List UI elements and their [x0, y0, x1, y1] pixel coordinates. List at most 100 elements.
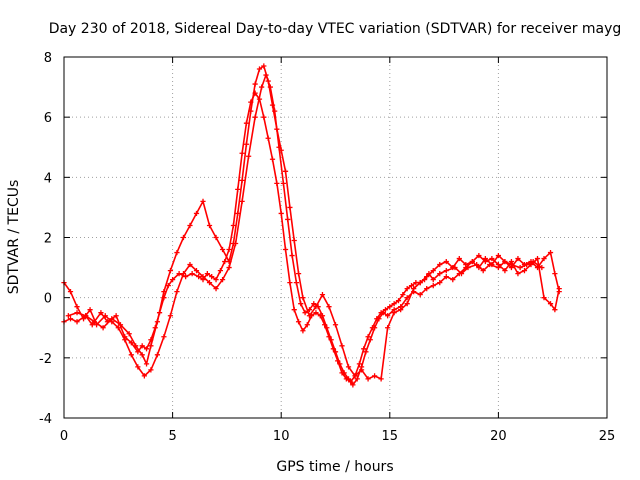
data-point [100, 325, 106, 331]
chart-title: Day 230 of 2018, Sidereal Day-to-day VTE… [49, 21, 622, 37]
data-series [61, 63, 562, 388]
data-point [102, 313, 108, 319]
data-point [128, 352, 134, 358]
x-tick-label: 5 [168, 429, 176, 444]
data-point [350, 382, 356, 388]
data-point [547, 249, 554, 256]
data-point [319, 292, 326, 298]
data-point [265, 78, 271, 84]
data-point [256, 66, 263, 72]
data-point [219, 246, 226, 253]
data-point [517, 264, 523, 271]
data-point [213, 286, 219, 292]
data-point [424, 274, 430, 280]
data-point [437, 271, 443, 277]
data-point [141, 373, 147, 379]
data-point [183, 274, 189, 280]
y-axis-label: SDTVAR / TECUs [6, 180, 22, 295]
data-point [67, 289, 74, 295]
data-point [345, 364, 352, 370]
data-point [206, 222, 213, 229]
data-point [128, 340, 134, 346]
data-point [552, 271, 558, 277]
data-point [376, 316, 382, 322]
data-point [209, 274, 215, 280]
data-point [80, 316, 87, 322]
data-point [489, 261, 495, 268]
data-point [521, 267, 528, 274]
data-point [430, 277, 436, 283]
data-point [117, 322, 124, 328]
data-point [295, 271, 302, 277]
data-point [265, 135, 271, 141]
data-point [324, 325, 330, 331]
data-point [291, 237, 297, 244]
data-point [213, 277, 219, 283]
data-point [243, 141, 250, 147]
series-trace-3 [65, 63, 562, 382]
data-point [204, 271, 210, 277]
data-point [339, 343, 345, 349]
data-point [337, 361, 343, 367]
y-tick-label: 2 [44, 232, 52, 247]
data-point [161, 289, 167, 295]
data-point [380, 310, 386, 316]
data-point [230, 240, 237, 247]
x-tick-label: 0 [60, 429, 68, 444]
data-point [311, 301, 317, 307]
data-point [378, 376, 384, 382]
data-point [437, 280, 443, 286]
data-point [143, 361, 150, 367]
data-point [126, 331, 132, 337]
data-point [269, 156, 276, 162]
data-point [319, 313, 326, 319]
data-point [239, 150, 245, 156]
data-point [469, 258, 475, 265]
data-point [154, 319, 160, 325]
data-point [65, 313, 71, 319]
data-point [139, 352, 145, 358]
data-point [352, 373, 358, 379]
data-point [404, 295, 410, 301]
data-point [187, 222, 193, 229]
data-point [463, 261, 469, 268]
data-point [287, 280, 293, 286]
data-point [67, 316, 74, 322]
data-point [298, 301, 304, 307]
data-point [170, 277, 176, 283]
data-point [133, 343, 139, 349]
data-point [285, 216, 291, 223]
data-point [541, 255, 547, 262]
data-point [508, 264, 515, 271]
data-point [89, 322, 95, 328]
data-point [161, 334, 167, 340]
x-tick-label: 15 [382, 429, 399, 444]
data-point [83, 313, 89, 319]
data-point [547, 301, 554, 307]
data-point [456, 271, 462, 277]
data-point [356, 361, 362, 367]
data-point [261, 63, 267, 69]
data-point [489, 255, 495, 262]
data-point [332, 349, 339, 355]
data-point [515, 271, 521, 277]
data-point [300, 328, 306, 334]
data-point [502, 267, 508, 274]
y-tick-label: -2 [39, 352, 52, 367]
data-point [326, 304, 332, 310]
data-point [367, 337, 373, 343]
data-point [450, 277, 456, 283]
data-point [313, 310, 319, 316]
data-point [300, 295, 306, 301]
y-tick-label: -4 [39, 412, 52, 427]
data-point [217, 267, 223, 274]
data-point [98, 310, 104, 316]
data-point [328, 337, 334, 343]
data-point [287, 204, 293, 211]
data-point [515, 255, 521, 262]
data-point [456, 255, 462, 262]
data-point [246, 153, 252, 159]
data-point [443, 274, 449, 280]
data-point [222, 258, 228, 265]
y-tick-label: 6 [44, 111, 52, 126]
